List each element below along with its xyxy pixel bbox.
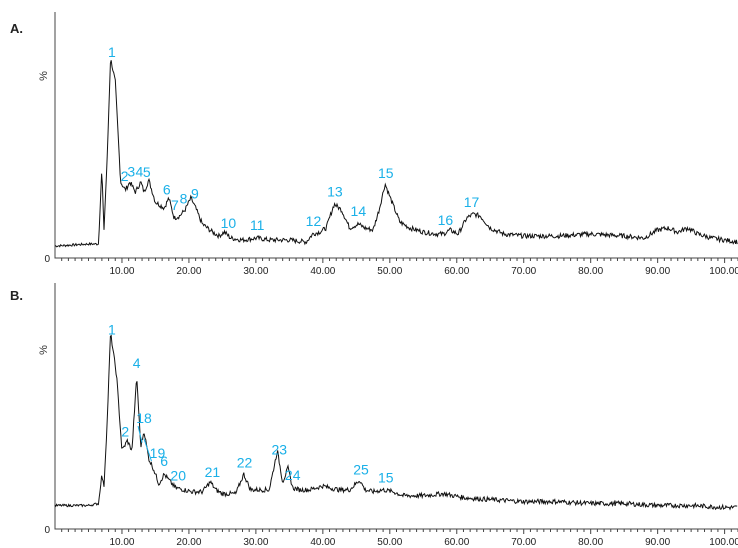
x-tick-label: 80.00 [578, 266, 603, 277]
panel-a-axes [54, 12, 738, 259]
peak-label: 2 [121, 423, 129, 439]
panel-a-x-ticks [61, 258, 738, 263]
x-tick-label: 60.00 [444, 537, 469, 548]
panel-b-x-tick-labels: 10.00 20.00 30.00 40.00 50.00 60.00 70.00 80.00… [109, 537, 738, 548]
peak-leader-line [143, 438, 152, 462]
x-tick-label: 50.00 [377, 266, 402, 277]
x-tick-label: 40.00 [310, 537, 335, 548]
panel-b-trace [54, 334, 738, 511]
peak-label: 17 [464, 194, 480, 210]
panel-a-label: A. [10, 21, 23, 36]
peak-label: 14 [351, 203, 367, 219]
peak-leader-line [137, 425, 143, 443]
peak-label: 6 [160, 453, 168, 469]
peak-label: 19 [150, 445, 166, 461]
peak-label: 12 [306, 213, 322, 229]
panel-a-y-axis-label: % [38, 71, 50, 81]
peak-label: 4 [133, 355, 141, 371]
x-tick-label: 10.00 [109, 537, 134, 548]
x-tick-label: 30.00 [243, 266, 268, 277]
panel-b-leader-lines [137, 425, 152, 462]
x-tick-label: 40.00 [310, 266, 335, 277]
x-tick-label: 30.00 [243, 537, 268, 548]
peak-label: 3 [127, 164, 135, 180]
panel-a-trace [54, 60, 738, 248]
x-tick-label: 80.00 [578, 537, 603, 548]
peak-label: 16 [438, 212, 454, 228]
panel-a: A. % 0 10.00 20.00 30.00 40.00 50.00 60.00 70.… [10, 12, 738, 277]
x-tick-label: 90.00 [645, 266, 670, 277]
peak-label: 10 [221, 215, 237, 231]
peak-label: 11 [250, 217, 265, 233]
peak-label: 8 [180, 191, 188, 207]
peak-label: 24 [285, 467, 301, 483]
peak-label: 6 [163, 181, 171, 197]
peak-label: 21 [205, 464, 221, 480]
panel-a-y-tick-zero: 0 [44, 254, 50, 265]
x-tick-label: 70.00 [511, 537, 536, 548]
peak-label: 1 [108, 322, 116, 338]
peak-label: 2 [121, 168, 129, 184]
peak-label: 5 [143, 164, 151, 180]
panel-b-label: B. [10, 288, 23, 303]
panel-b-x-ticks [61, 529, 738, 534]
panel-b-axes [54, 283, 738, 530]
x-tick-label: 70.00 [511, 266, 536, 277]
peak-label: 15 [378, 469, 394, 485]
peak-label: 25 [353, 461, 369, 477]
panel-b-y-tick-zero: 0 [44, 525, 50, 536]
peak-label: 20 [170, 467, 186, 483]
panel-b-y-axis-label: % [38, 345, 50, 355]
peak-label: 1 [108, 44, 116, 60]
x-tick-label: 20.00 [176, 537, 201, 548]
x-tick-label: 50.00 [377, 537, 402, 548]
x-tick-label: 90.00 [645, 537, 670, 548]
peak-label: 13 [327, 184, 343, 200]
peak-label: 9 [191, 186, 199, 202]
peak-label: 15 [378, 165, 394, 181]
peak-label: 22 [237, 455, 253, 471]
peak-label: 23 [272, 441, 288, 457]
peak-label: 7 [171, 197, 179, 213]
x-tick-label: 10.00 [109, 266, 134, 277]
peak-label: 18 [136, 410, 152, 426]
x-tick-label: 60.00 [444, 266, 469, 277]
x-tick-label: 100.00 [709, 266, 738, 277]
panel-a-x-tick-labels: 10.00 20.00 30.00 40.00 50.00 60.00 70.00 80.00… [109, 266, 738, 277]
panel-b: B. % 0 10.00 20.00 30.00 40.00 50.00 60.00 70.… [10, 283, 738, 548]
x-tick-label: 100.00 [709, 537, 738, 548]
x-tick-label: 20.00 [176, 266, 201, 277]
peak-label: 4 [135, 164, 143, 180]
